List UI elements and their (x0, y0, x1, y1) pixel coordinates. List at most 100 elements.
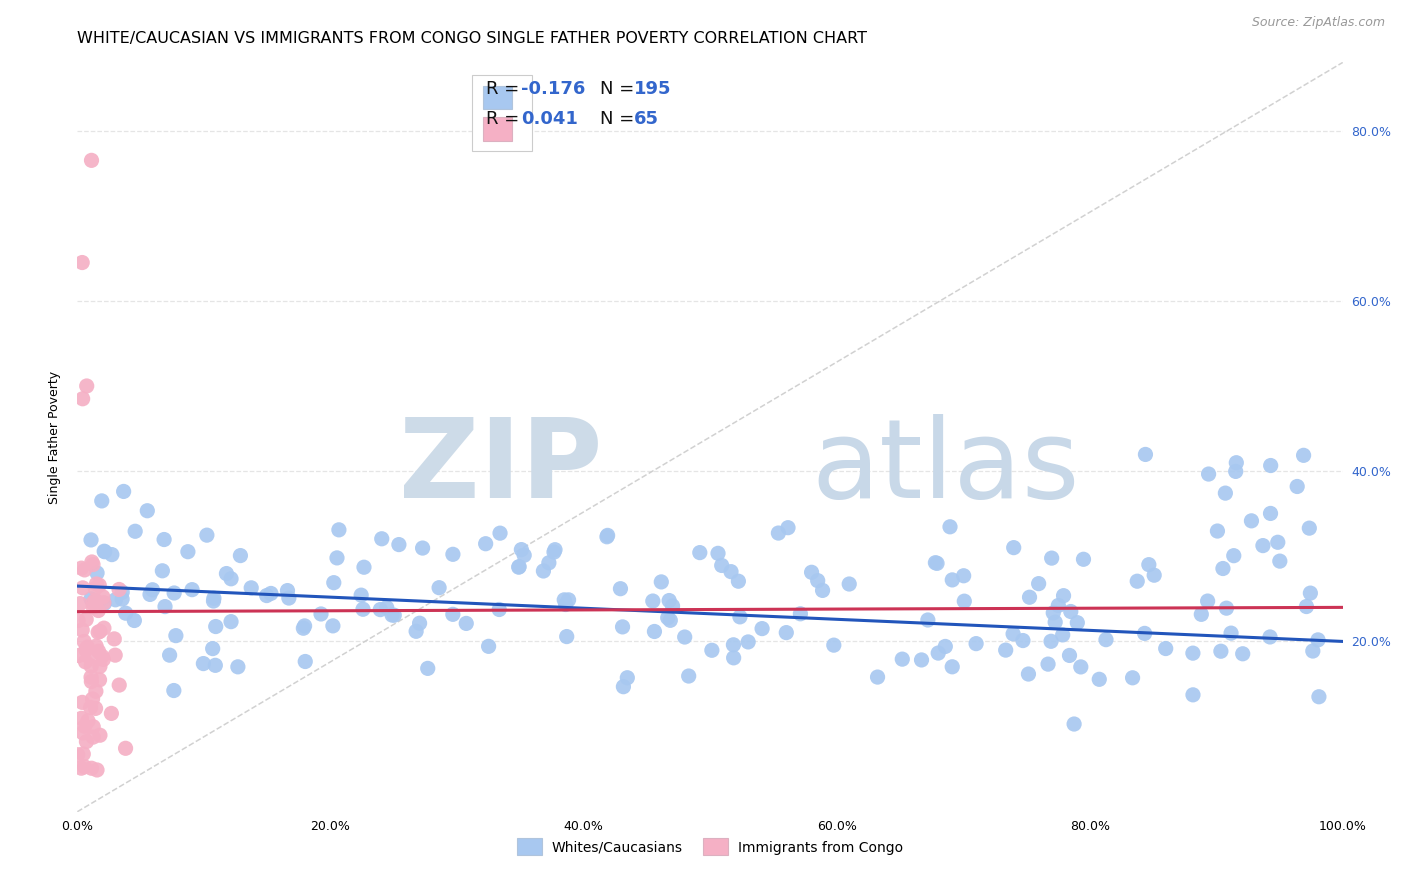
Point (1012, 633, 1035, 648)
Point (1002, 627, 1025, 641)
Point (596, 528, 619, 542)
Point (89, 624, 111, 639)
Point (350, 588, 373, 602)
Point (1043, 615, 1066, 630)
Point (1306, 632, 1329, 647)
Point (838, 577, 860, 591)
Point (375, 600, 398, 615)
Point (1260, 458, 1282, 473)
Point (657, 611, 679, 625)
Point (256, 589, 278, 603)
Point (557, 592, 579, 607)
Point (1017, 667, 1039, 681)
Point (79, 700, 101, 714)
Point (75, 734, 97, 748)
Point (1052, 628, 1074, 642)
Point (163, 683, 186, 698)
Point (941, 660, 963, 674)
Point (93, 596, 115, 610)
Point (292, 621, 315, 635)
Point (381, 608, 404, 623)
Point (673, 630, 696, 644)
Point (650, 574, 672, 589)
Point (202, 594, 225, 608)
Point (66, 747, 89, 762)
Point (80, 670, 103, 684)
Point (82, 720, 104, 734)
Point (76, 640, 98, 654)
Point (1215, 601, 1237, 615)
Point (1295, 599, 1317, 614)
Point (1143, 568, 1166, 582)
Point (70, 695, 93, 709)
Point (510, 542, 533, 557)
Point (643, 624, 665, 639)
Point (322, 575, 344, 590)
Point (612, 620, 634, 634)
Point (124, 614, 146, 628)
Point (141, 582, 163, 597)
Point (82, 730, 104, 744)
Point (87, 644, 110, 658)
Point (405, 624, 427, 639)
Point (111, 592, 134, 607)
Point (1308, 690, 1330, 704)
Point (1042, 606, 1064, 620)
Point (114, 741, 136, 756)
Point (723, 638, 745, 652)
Point (1133, 626, 1156, 640)
Point (616, 671, 638, 685)
Point (1135, 447, 1157, 461)
Point (1267, 535, 1289, 549)
Point (86, 566, 108, 580)
Point (219, 572, 242, 586)
Point (489, 526, 512, 541)
Point (276, 583, 298, 598)
Point (531, 564, 554, 578)
Point (72, 726, 94, 740)
Point (195, 528, 218, 542)
Point (82, 596, 104, 610)
Point (720, 565, 742, 579)
Point (1181, 646, 1204, 660)
Point (544, 542, 567, 557)
Point (91, 649, 114, 664)
Point (204, 658, 226, 673)
Point (82, 558, 104, 572)
Point (153, 599, 176, 614)
Point (1215, 486, 1237, 500)
Point (70, 623, 93, 637)
Text: 195: 195 (634, 79, 672, 97)
Point (891, 652, 914, 666)
Point (723, 650, 745, 665)
Point (658, 593, 681, 607)
Point (84, 701, 107, 715)
Point (1197, 594, 1219, 608)
Point (93, 544, 115, 558)
Point (1126, 574, 1149, 589)
Point (70, 255, 93, 269)
Point (219, 615, 242, 629)
Point (76, 379, 98, 393)
Point (925, 557, 948, 571)
Point (1298, 521, 1320, 535)
Point (93, 596, 115, 610)
Point (352, 602, 374, 616)
Point (807, 574, 830, 588)
Point (215, 566, 238, 581)
Point (952, 568, 974, 582)
Point (80, 555, 103, 569)
Point (441, 547, 464, 561)
Point (1225, 464, 1247, 478)
Point (89, 578, 111, 592)
Point (811, 583, 834, 598)
Point (82, 600, 104, 615)
Point (114, 606, 136, 620)
Point (488, 602, 510, 616)
Point (111, 585, 134, 599)
Point (1073, 552, 1095, 566)
Point (478, 640, 501, 654)
Point (368, 602, 391, 616)
Point (707, 546, 730, 560)
Point (80, 591, 103, 606)
